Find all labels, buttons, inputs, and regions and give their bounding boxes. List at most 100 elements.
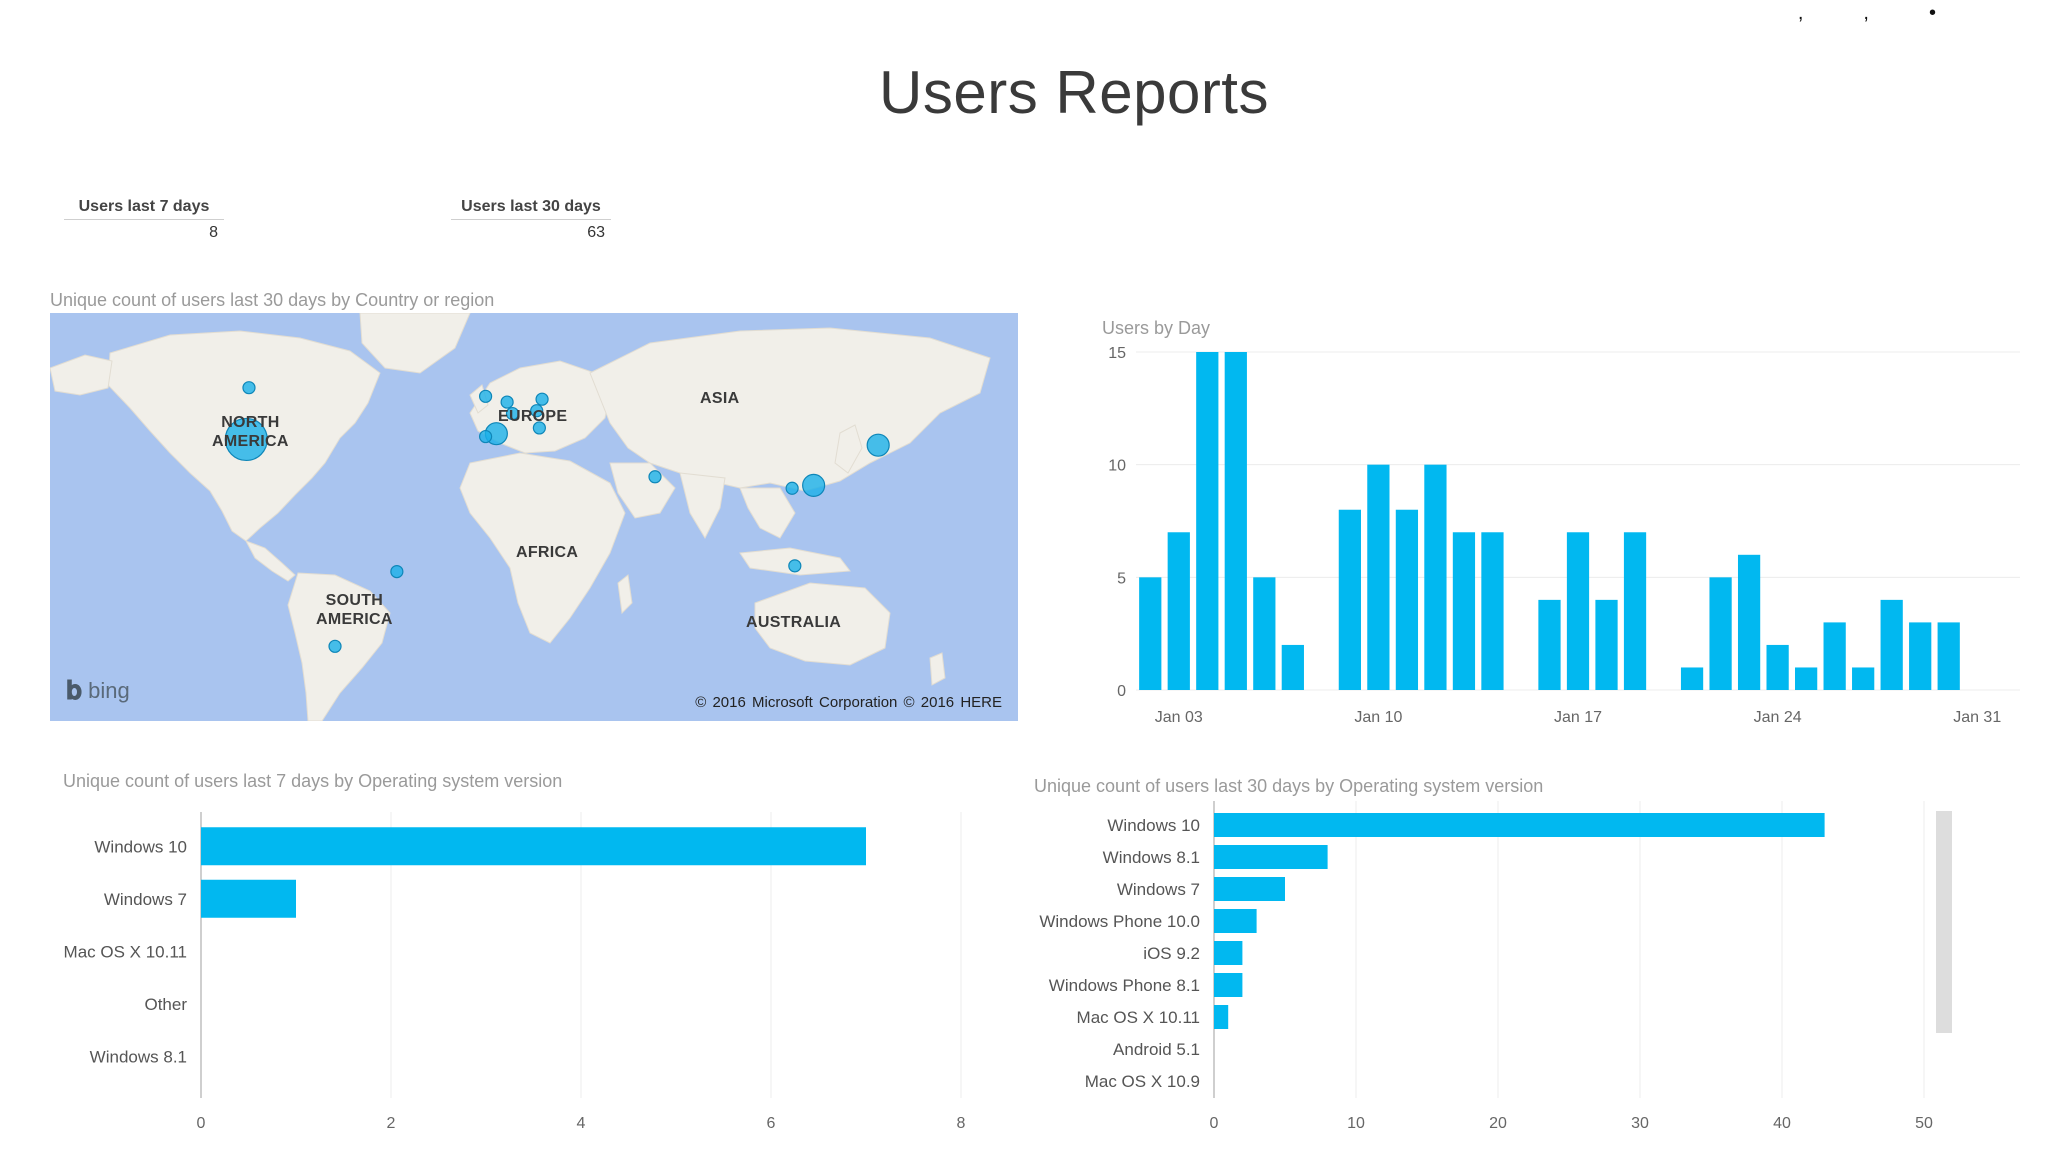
map-bubble-14[interactable] [785,481,799,495]
bar-windows-8-1[interactable] [1214,845,1328,869]
map-canvas[interactable] [50,313,1018,721]
map-label-europe: EUROPE [498,408,568,425]
map-bubble-1[interactable] [224,417,268,462]
bar-jan-17[interactable] [1566,532,1590,690]
map-bubble-13[interactable] [802,473,826,497]
bar-jan-16[interactable] [1538,599,1561,690]
bar-jan-27[interactable] [1852,667,1875,690]
land-japan [834,424,863,474]
land-africa [459,452,626,644]
users-by-day-title: Users by Day [1102,318,1211,338]
x-tick-label: 40 [1773,1115,1791,1132]
x-tick-label: Jan 17 [1554,709,1602,726]
y-tick-label: 10 [1108,458,1126,475]
map-bubble-16[interactable] [788,559,802,573]
x-tick-label: 8 [957,1115,966,1132]
map-bubble-3[interactable] [328,639,342,653]
map-bubble-11[interactable] [479,429,493,444]
bar-jan-24[interactable] [1766,644,1789,690]
y-tick-label: 5 [1117,570,1126,587]
bar-windows-7[interactable] [1214,877,1285,901]
x-tick-label: Jan 31 [1953,709,2001,726]
land-greenland [359,313,471,374]
map-label-africa: AFRICA [516,544,579,561]
bar-jan-11[interactable] [1395,509,1419,690]
bar-jan-14[interactable] [1481,532,1504,690]
bar-jan-10[interactable] [1367,464,1390,690]
category-label: Mac OS X 10.11 [64,942,187,961]
x-tick-label: 50 [1915,1115,1933,1132]
bar-mac-os-x-10-11[interactable] [1214,1005,1229,1029]
map-bubble-4[interactable] [479,389,493,403]
x-tick-label: 2 [387,1115,396,1132]
users-by-day-chart[interactable]: 0 5 10 15 Jan 03 Jan 10 Jan 17 Jan 24 Jan 31 [1100,340,2030,740]
x-tick-label: Jan 10 [1354,709,1402,726]
map-bubble-6[interactable] [535,392,549,406]
map-bubble-9[interactable] [532,421,546,435]
x-tick-label: Jan 03 [1155,709,1203,726]
map-bubble-5[interactable] [500,395,514,409]
world-bubble-map[interactable]: NORTH AMERICA EUROPE ASIA AFRICA SOUTH AME… [50,313,1018,721]
kpi-value: 63 [587,224,605,241]
bar-jan-05[interactable] [1224,352,1247,690]
category-label: Windows Phone 8.1 [1049,976,1200,995]
x-tick-label: Jan 24 [1754,709,1802,726]
page-title: Users Reports [879,59,1269,126]
map-bubble-0[interactable] [242,381,256,395]
bar-jan-06[interactable] [1253,577,1276,690]
bar-jan-09[interactable] [1338,509,1361,690]
bar-jan-13[interactable] [1452,532,1476,690]
bar-jan-18[interactable] [1595,599,1618,690]
os-7-days-chart[interactable]: 0 2 4 6 8 Windows 10 Windows 7 Mac OS X 10.11 Ot… [40,800,1020,1140]
category-label: Windows Phone 10.0 [1039,912,1200,931]
bar-jan-12[interactable] [1424,464,1447,690]
map-bubble-8[interactable] [530,404,544,418]
bing-wordmark: bing [88,678,130,703]
bar-jan-04[interactable] [1196,352,1219,690]
bar-windows-10[interactable] [1214,813,1825,837]
kpi-card-users-7-days[interactable]: Users last 7 days 8 [64,198,224,242]
y-tick-label: 0 [1117,683,1126,700]
bar-jan-21[interactable] [1680,667,1704,690]
bar-jan-03[interactable] [1167,532,1190,690]
bar-jan-29[interactable] [1909,622,1932,690]
x-tick-label: 0 [197,1115,206,1132]
land-asia [589,327,991,492]
category-label: Windows 7 [1117,880,1200,899]
map-bubble-7[interactable] [505,406,520,421]
bar-jan-07[interactable] [1281,644,1304,690]
bar-jan-22[interactable] [1709,577,1732,690]
land-india [679,472,726,540]
kpi-card-users-30-days[interactable]: Users last 30 days 63 [451,198,611,242]
os-30-days-chart[interactable]: 0 10 20 30 40 50 Windows 10 Windows 8.1 Windows … [1030,800,2030,1140]
os-30-days-title: Unique count of users last 30 days by Op… [1034,776,1544,796]
bing-logo: 𝐛 bing [66,675,130,707]
category-label: Windows 8.1 [90,1047,187,1066]
land-australia [754,582,891,666]
map-bubble-15[interactable] [866,433,890,457]
bar-jan-26[interactable] [1823,622,1846,690]
land-southeast-asia [739,487,796,539]
bar-jan-28[interactable] [1880,599,1903,690]
map-bubble-12[interactable] [648,470,662,484]
map-label-asia: ASIA [700,390,740,407]
chart-scrollbar[interactable] [1936,811,1952,1033]
window-corner-marks: ,,• [1797,2,1996,24]
bar-windows-10[interactable] [201,827,866,866]
bar-jan-23[interactable] [1737,554,1761,690]
kpi-value: 8 [209,224,218,241]
x-tick-label: 0 [1210,1115,1219,1132]
bar-jan-25[interactable] [1795,667,1818,690]
kpi-label: Users last 7 days [64,198,224,220]
bar-ios-9-2[interactable] [1214,941,1243,965]
bar-jan-19[interactable] [1623,532,1647,690]
map-bubbles [224,381,890,653]
bar-jan-02[interactable] [1139,577,1162,690]
bar-jan-30[interactable] [1937,622,1960,690]
bar-windows-7[interactable] [201,879,296,918]
bar-windows-phone-10-0[interactable] [1214,909,1257,933]
map-bubble-2[interactable] [390,564,404,579]
os-7-days-title: Unique count of users last 7 days by Ope… [63,771,563,791]
bar-windows-phone-8-1[interactable] [1214,973,1243,997]
x-tick-label: 10 [1347,1115,1365,1132]
